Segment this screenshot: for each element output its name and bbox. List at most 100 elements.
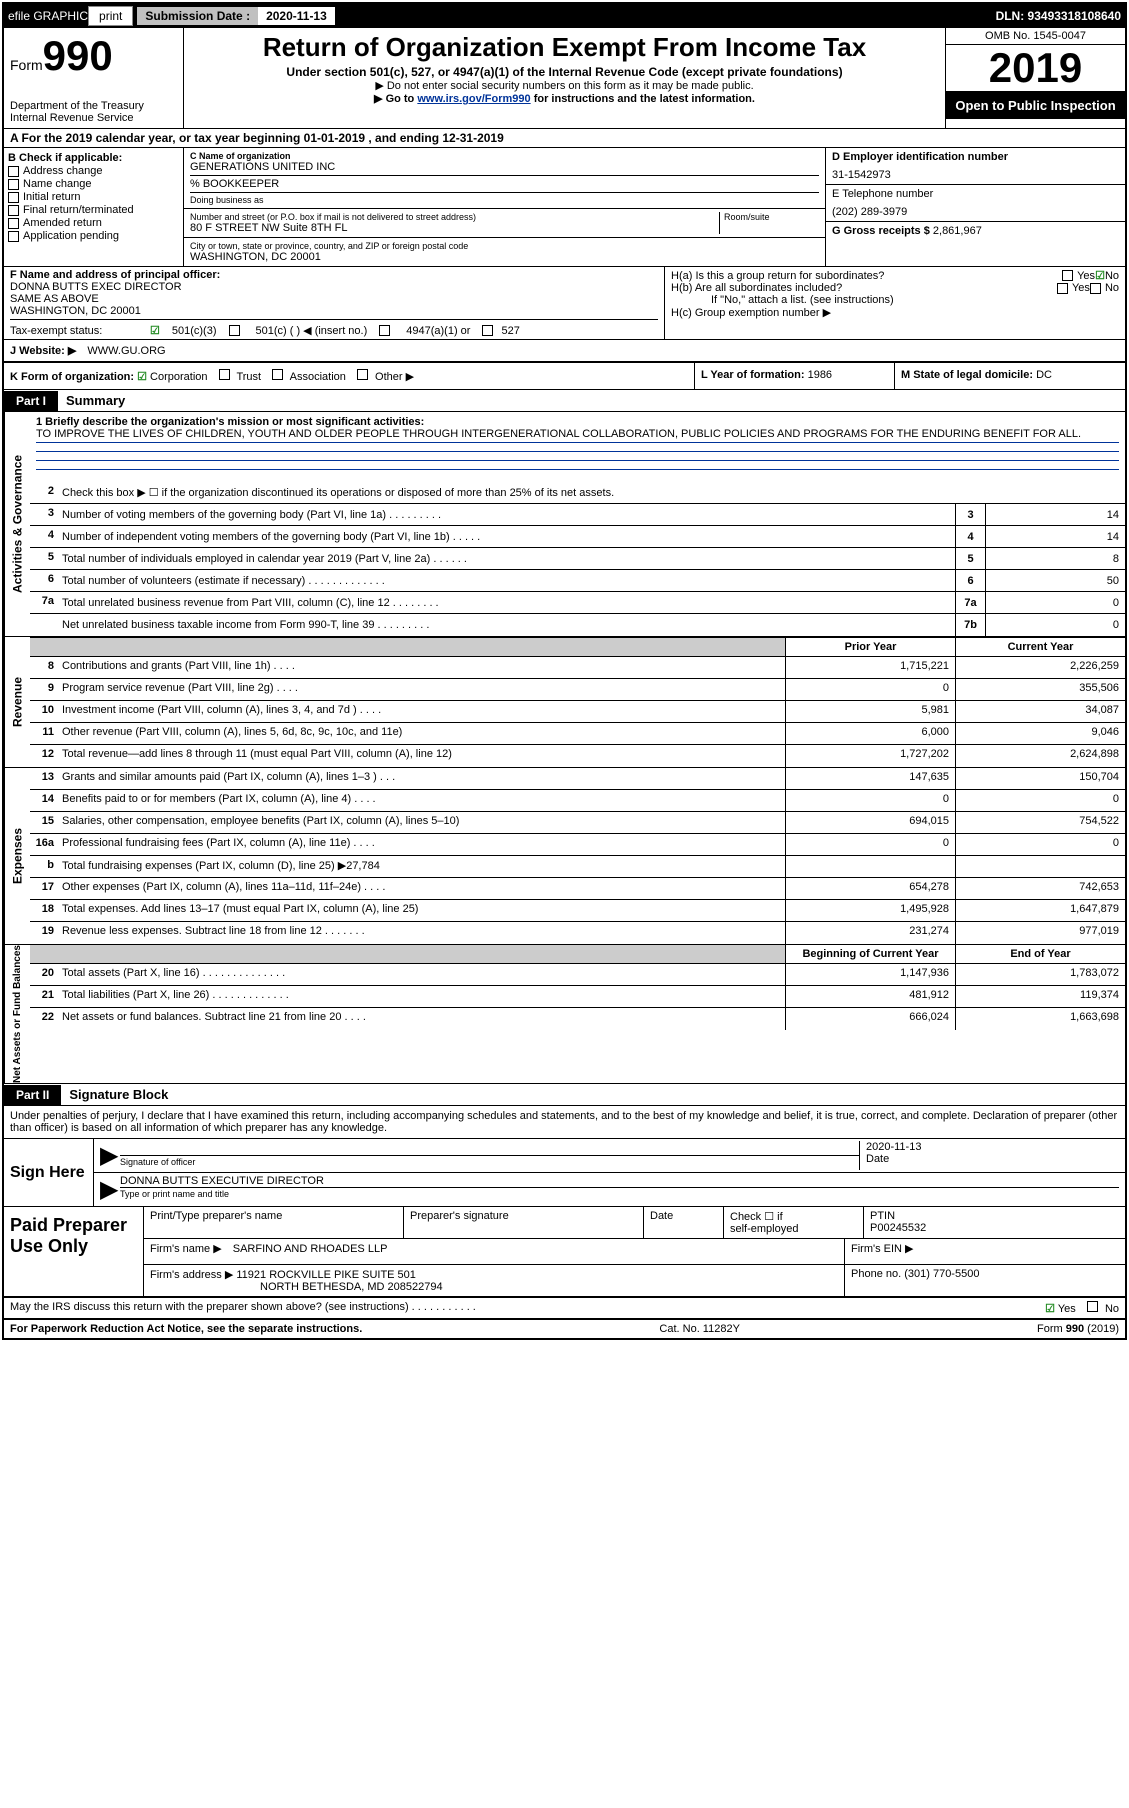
revenue-section: Revenue Prior Year Current Year 8 Contri… [4,637,1125,768]
checkbox-hb-yes[interactable] [1057,283,1068,294]
line-desc: Professional fundraising fees (Part IX, … [58,834,785,855]
sig-date: 2020-11-13 [866,1141,1119,1153]
prior-year-value: 0 [785,834,955,855]
current-year-value: 977,019 [955,922,1125,944]
current-year-value: 1,647,879 [955,900,1125,921]
governance-sidebar: Activities & Governance [4,412,30,636]
checkbox-association[interactable] [272,369,283,380]
k-label: K Form of organization: [10,371,134,383]
checkbox-discuss-no[interactable] [1087,1301,1098,1312]
checkbox-527[interactable] [482,325,493,336]
current-year-value: 742,653 [955,878,1125,899]
current-year-value: 34,087 [955,701,1125,722]
firm-ein-label: Firm's EIN ▶ [845,1239,1125,1264]
line-value: 0 [985,614,1125,636]
current-year-value: 0 [955,790,1125,811]
checkbox-ha-yes[interactable] [1062,270,1073,281]
checkbox-hb-no[interactable] [1090,283,1101,294]
line-desc: Number of independent voting members of … [58,526,955,547]
line-box-num: 4 [955,526,985,547]
line-desc: Total revenue—add lines 8 through 11 (mu… [58,745,785,767]
street-address: 80 F STREET NW Suite 8TH FL [190,222,719,234]
sign-here-label: Sign Here [4,1139,94,1206]
current-year-value: 0 [955,834,1125,855]
col-b-checkboxes: B Check if applicable: Address change Na… [4,148,184,266]
checkbox-other[interactable] [357,369,368,380]
care-of: % BOOKKEEPER [190,175,819,190]
current-year-value: 1,783,072 [955,964,1125,985]
discuss-question: May the IRS discuss this return with the… [10,1301,476,1315]
officer-name-title: DONNA BUTTS EXECUTIVE DIRECTOR [120,1175,1119,1187]
line-desc: Total number of individuals employed in … [58,548,955,569]
sig-date-label: Date [866,1153,1119,1165]
checkbox-final-return[interactable] [8,205,19,216]
line-box-num: 7b [955,614,985,636]
prior-year-value: 1,147,936 [785,964,955,985]
checkbox-501c[interactable] [229,325,240,336]
line-desc: Total assets (Part X, line 16) . . . . .… [58,964,785,985]
dln: DLN: 93493318108640 [996,9,1121,23]
current-year-value: 150,704 [955,768,1125,789]
ptin-label: PTIN [870,1210,1119,1222]
line-box-num: 7a [955,592,985,613]
form990-link[interactable]: www.irs.gov/Form990 [417,93,530,105]
line-desc: Total expenses. Add lines 13–17 (must eq… [58,900,785,921]
line-desc: Other expenses (Part IX, column (A), lin… [58,878,785,899]
line-desc: Contributions and grants (Part VIII, lin… [58,657,785,678]
prior-year-value: 481,912 [785,986,955,1007]
topbar: efile GRAPHIC print Submission Date : 20… [4,4,1125,28]
line-desc: Benefits paid to or for members (Part IX… [58,790,785,811]
check-501c3-icon: ☑ [150,324,160,337]
type-print-label: Type or print name and title [120,1187,1119,1199]
current-year-value: 2,226,259 [955,657,1125,678]
sig-officer-label: Signature of officer [120,1155,859,1167]
form-number: Form990 [10,32,177,80]
line-desc: Revenue less expenses. Subtract line 18 … [58,922,785,944]
expenses-section: Expenses 13 Grants and similar amounts p… [4,768,1125,945]
arrow-icon: ▶ [100,1175,120,1204]
beginning-year-header: Beginning of Current Year [785,945,955,963]
submission-date-label: Submission Date : [137,7,258,25]
hc-label: H(c) Group exemption number ▶ [671,306,1119,319]
form-header: Form990 Department of the Treasury Inter… [4,28,1125,129]
part2-header: Part II Signature Block [4,1084,1125,1106]
omb-number: OMB No. 1545-0047 [946,28,1125,45]
checkbox-4947[interactable] [379,325,390,336]
line-value: 14 [985,504,1125,525]
current-year-value: 1,663,698 [955,1008,1125,1030]
line-desc: Number of voting members of the governin… [58,504,955,525]
prep-date-header: Date [644,1207,724,1238]
room-label: Room/suite [724,212,819,222]
print-button[interactable]: print [88,6,133,26]
prior-year-value: 147,635 [785,768,955,789]
line-box-num: 6 [955,570,985,591]
website-label: J Website: ▶ [10,345,76,357]
signature-declaration: Under penalties of perjury, I declare th… [4,1106,1125,1139]
entity-block: B Check if applicable: Address change Na… [4,148,1125,267]
firm-addr2: NORTH BETHESDA, MD 208522794 [150,1281,838,1293]
firm-addr1: 11921 ROCKVILLE PIKE SUITE 501 [236,1269,416,1281]
line-box-num: 3 [955,504,985,525]
line-desc: Total unrelated business revenue from Pa… [58,592,955,613]
checkbox-amended[interactable] [8,218,19,229]
checkbox-address-change[interactable] [8,166,19,177]
prior-year-value [785,856,955,877]
prior-year-value: 6,000 [785,723,955,744]
line-value: 0 [985,592,1125,613]
pra-notice: For Paperwork Reduction Act Notice, see … [10,1323,362,1335]
hb-note: If "No," attach a list. (see instruction… [671,294,1119,306]
city-label: City or town, state or province, country… [190,241,819,251]
checkbox-app-pending[interactable] [8,231,19,242]
officer-addr1: SAME AS ABOVE [10,293,658,305]
prior-year-value: 1,715,221 [785,657,955,678]
part1-header: Part I Summary [4,390,1125,412]
firm-name-label: Firm's name ▶ [150,1243,222,1255]
form-footer: Form 990 (2019) [1037,1323,1119,1335]
checkbox-trust[interactable] [219,369,230,380]
part1-title: Summary [58,390,133,411]
ptin-value: P00245532 [870,1222,1119,1234]
prep-sig-header: Preparer's signature [404,1207,644,1238]
line-value: 8 [985,548,1125,569]
checkbox-name-change[interactable] [8,179,19,190]
checkbox-initial-return[interactable] [8,192,19,203]
